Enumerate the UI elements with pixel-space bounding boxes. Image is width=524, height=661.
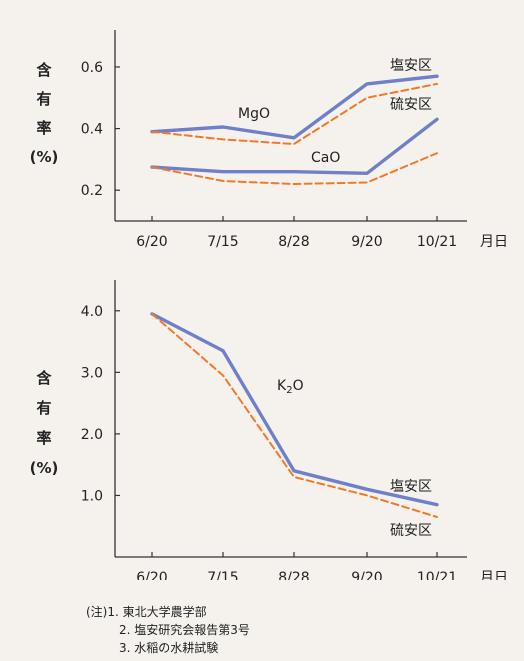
x-tick-label: 10/21 (417, 234, 457, 250)
mineral-content-chart-bottom: 1.0 2.0 3.0 4.0 6/20 7/15 8/28 9/20 10/21 月日 含有率 (%… (0, 260, 524, 580)
series-line-mgo-dashed (151, 82, 438, 145)
annotation-ryuan-top: 硫安区 (390, 97, 432, 113)
x-tick-label: 9/20 (351, 234, 382, 250)
annotation-k2o: K2O (277, 378, 304, 396)
x-tick-label: 8/28 (278, 570, 309, 580)
y-axis-label: 有 (36, 90, 51, 108)
y-axis-label: 有 (36, 399, 51, 417)
mineral-content-chart-top: 0.2 0.4 0.6 6/20 7/15 8/28 9/20 10/21 月日 含有率 (%) Mg… (0, 0, 524, 255)
x-tick-label: 10/21 (417, 570, 457, 580)
x-tick-label: 8/28 (278, 234, 309, 250)
annotation-cao: CaO (311, 150, 340, 166)
y-tick-label: 3.0 (81, 365, 103, 381)
y-axis-label: 率 (36, 429, 51, 447)
annotation-enan-bottom: 塩安区 (390, 479, 432, 495)
y-tick-label: 0.6 (81, 60, 103, 76)
y-axis-label: (%) (30, 148, 59, 166)
y-tick-label: 2.0 (81, 427, 103, 443)
footnotes: (注)1. 東北大学農学部 2. 塩安研究会報告第3号 3. 水稲の水耕試験 (86, 603, 250, 657)
x-axis-label: 月日 (480, 234, 508, 250)
x-tick-label: 7/15 (207, 234, 238, 250)
x-tick-label: 6/20 (136, 570, 167, 580)
y-tick-label: 1.0 (81, 488, 103, 504)
series-line-cao-solid (150, 117, 439, 176)
footnote-3: 3. 水稲の水耕試験 (119, 641, 219, 655)
y-tick-label: 0.4 (81, 122, 103, 138)
y-axis-label: 率 (36, 119, 51, 137)
y-axis-label: 含 (36, 369, 52, 387)
line-chart-mgo-cao: 0.2 0.4 0.6 6/20 7/15 8/28 9/20 10/21 月日 含有率 (%) Mg… (30, 30, 508, 250)
series-line-mgo-solid (150, 74, 439, 140)
line-chart-k2o: 1.0 2.0 3.0 4.0 6/20 7/15 8/28 9/20 10/21 月日 含有率 (%… (30, 280, 508, 580)
x-tick-label: 7/15 (207, 570, 238, 580)
y-axis-label: 含 (36, 61, 52, 79)
series-line-k2o-dashed (151, 312, 438, 518)
series-line-cao-dashed (151, 152, 438, 185)
annotation-ryuan-bottom: 硫安区 (390, 523, 432, 539)
x-tick-label: 9/20 (351, 570, 382, 580)
series-line-k2o-solid (150, 312, 439, 507)
annotation-mgo: MgO (238, 106, 270, 122)
annotation-enan-top: 塩安区 (390, 58, 432, 74)
x-axis-label: 月日 (480, 570, 508, 580)
x-tick-label: 6/20 (136, 234, 167, 250)
y-tick-label: 4.0 (81, 304, 103, 320)
y-tick-label: 0.2 (81, 183, 103, 199)
footnote-1: (注)1. 東北大学農学部 (86, 605, 207, 619)
y-axis-label: (%) (30, 459, 59, 477)
footnote-2: 2. 塩安研究会報告第3号 (119, 623, 250, 637)
